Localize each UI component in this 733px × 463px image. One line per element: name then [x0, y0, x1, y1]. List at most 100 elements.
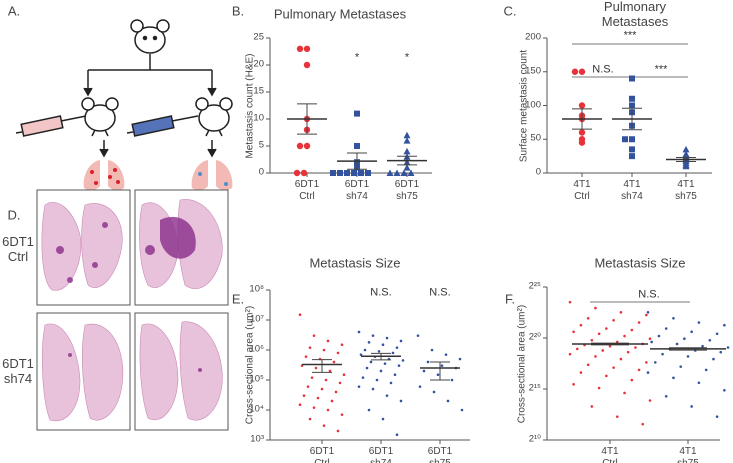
x-tick-label: 4T1 sh75: [675, 179, 697, 202]
data-point: [675, 342, 679, 346]
data-point: [661, 352, 664, 356]
data-point: [594, 355, 597, 358]
data-point: [679, 365, 683, 368]
annotation: ***: [654, 63, 668, 76]
x-tick-label: 6DT1 sh74: [368, 446, 394, 463]
data-point: [316, 396, 320, 400]
data-point: [634, 346, 637, 349]
data-point: [572, 383, 575, 386]
data-point: [608, 344, 612, 348]
data-point: [568, 300, 572, 304]
row-label: 6DT1 Ctrl: [2, 234, 34, 264]
panel-letter: E.: [231, 291, 245, 307]
data-point: [586, 316, 590, 320]
y-tick-label: 10⁸: [249, 283, 264, 295]
y-tick-label: 10⁴: [249, 403, 264, 415]
data-point: [697, 321, 701, 324]
data-point: [314, 366, 318, 370]
y-tick-label: 2²⁰: [528, 331, 541, 343]
data-point: [672, 376, 675, 380]
data-point: [326, 408, 330, 412]
data-point: [683, 337, 686, 340]
data-point: [460, 408, 464, 412]
data-point: [337, 170, 343, 176]
data-point: [704, 368, 708, 372]
data-point: [690, 405, 693, 408]
data-point: [359, 353, 363, 356]
lungs: [83, 160, 233, 191]
data-point: [664, 394, 668, 398]
y-tick-label: 10⁶: [249, 343, 264, 355]
data-point: [648, 337, 652, 340]
y-tick-label: 200: [525, 31, 541, 43]
x-tick-label: 6DT1 sh75: [394, 179, 420, 202]
data-point: [418, 385, 422, 388]
row-label: 6DT1 sh74: [2, 356, 34, 386]
data-point: [381, 417, 385, 421]
data-point: [612, 318, 615, 322]
data-point: [623, 391, 626, 395]
data-point: [586, 363, 590, 367]
y-tick-label: 100: [525, 99, 541, 111]
data-point: [440, 364, 444, 367]
y-tick-label: 15: [253, 85, 264, 97]
data-point: [578, 139, 586, 146]
y-tick-label: 0: [535, 166, 541, 178]
data-point: [338, 381, 342, 385]
data-point: [399, 339, 403, 343]
syringe-left: [15, 115, 87, 137]
data-point: [312, 334, 316, 337]
data-point: [601, 349, 605, 352]
data-point: [712, 357, 715, 361]
data-point: [340, 343, 344, 347]
data-point: [630, 328, 634, 332]
data-point: [365, 366, 369, 370]
data-point: [708, 338, 712, 342]
mouse-left: [81, 97, 119, 137]
data-point: [358, 170, 364, 176]
data-point: [575, 347, 579, 351]
data-point: [579, 371, 583, 374]
data-point: [395, 433, 399, 437]
data-point: [330, 399, 334, 403]
data-point: [637, 368, 641, 372]
data-point: [719, 350, 723, 354]
data-point: [715, 415, 719, 418]
data-point: [648, 399, 652, 402]
chart-title: Pulmonary Metastases: [601, 0, 669, 29]
data-point: [379, 369, 383, 373]
mouse-right: [195, 97, 233, 137]
data-point: [615, 415, 619, 418]
data-point: [594, 306, 597, 310]
data-point: [393, 169, 401, 176]
data-point: [590, 338, 594, 342]
panel-letter: F.: [504, 291, 516, 307]
data-point: [578, 129, 586, 136]
data-point: [612, 366, 615, 369]
data-point: [641, 422, 645, 426]
data-point: [308, 417, 312, 421]
data-point: [361, 376, 365, 379]
y-tick-label: 10⁵: [249, 373, 264, 385]
data-point: [326, 339, 330, 343]
y-tick-label: 5: [258, 139, 264, 151]
data-point: [320, 387, 324, 391]
data-point: [354, 110, 360, 117]
data-point: [444, 353, 448, 356]
data-point: [377, 350, 381, 353]
data-point: [657, 334, 661, 338]
data-point: [715, 332, 719, 336]
data-point: [629, 146, 635, 153]
data-point: [308, 346, 312, 349]
data-point: [682, 145, 690, 153]
x-tick-label: 4T1 Ctrl: [601, 446, 619, 463]
data-point: [637, 321, 641, 324]
annotation: N.S.: [592, 63, 614, 76]
x-tick-label: 6DT1 sh75: [427, 446, 453, 463]
data-point: [630, 378, 634, 382]
data-point: [303, 61, 311, 69]
data-point: [401, 359, 405, 362]
data-point: [597, 386, 601, 390]
data-point: [303, 45, 311, 52]
panel-letter: B.: [231, 3, 245, 19]
